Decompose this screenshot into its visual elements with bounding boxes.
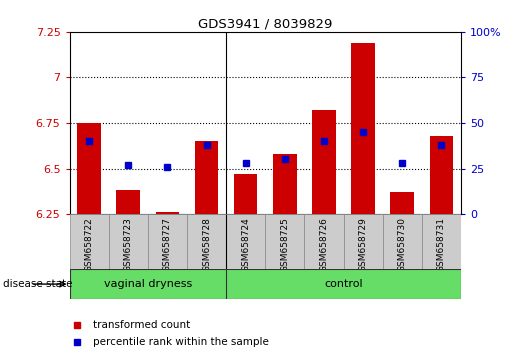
Text: GSM658728: GSM658728 — [202, 217, 211, 272]
Bar — [116, 190, 140, 214]
Bar — [109, 214, 148, 269]
Bar — [390, 192, 414, 214]
Text: GSM658727: GSM658727 — [163, 217, 172, 272]
Text: percentile rank within the sample: percentile rank within the sample — [93, 337, 269, 347]
Text: GSM658722: GSM658722 — [84, 217, 94, 272]
Bar — [265, 214, 304, 269]
Text: transformed count: transformed count — [93, 320, 190, 330]
Bar — [187, 214, 226, 269]
Text: GSM658731: GSM658731 — [437, 217, 446, 272]
Bar — [195, 141, 218, 214]
Bar — [273, 154, 297, 214]
Bar — [226, 214, 265, 269]
Bar — [70, 214, 109, 269]
Text: disease state: disease state — [3, 279, 72, 289]
Text: control: control — [324, 279, 363, 289]
Text: vaginal dryness: vaginal dryness — [104, 279, 192, 289]
Bar — [383, 214, 422, 269]
Bar — [430, 136, 453, 214]
Bar — [351, 43, 375, 214]
Bar — [77, 123, 101, 214]
Bar — [344, 214, 383, 269]
Text: GSM658729: GSM658729 — [358, 217, 368, 272]
Bar — [156, 212, 179, 214]
Text: GSM658730: GSM658730 — [398, 217, 407, 272]
Bar — [304, 214, 344, 269]
Bar — [234, 174, 258, 214]
Bar — [148, 214, 187, 269]
Text: GSM658726: GSM658726 — [319, 217, 329, 272]
Text: GSM658725: GSM658725 — [280, 217, 289, 272]
Bar — [422, 214, 461, 269]
Bar — [312, 110, 336, 214]
Text: GSM658724: GSM658724 — [241, 217, 250, 272]
Title: GDS3941 / 8039829: GDS3941 / 8039829 — [198, 18, 332, 31]
Text: GSM658723: GSM658723 — [124, 217, 133, 272]
